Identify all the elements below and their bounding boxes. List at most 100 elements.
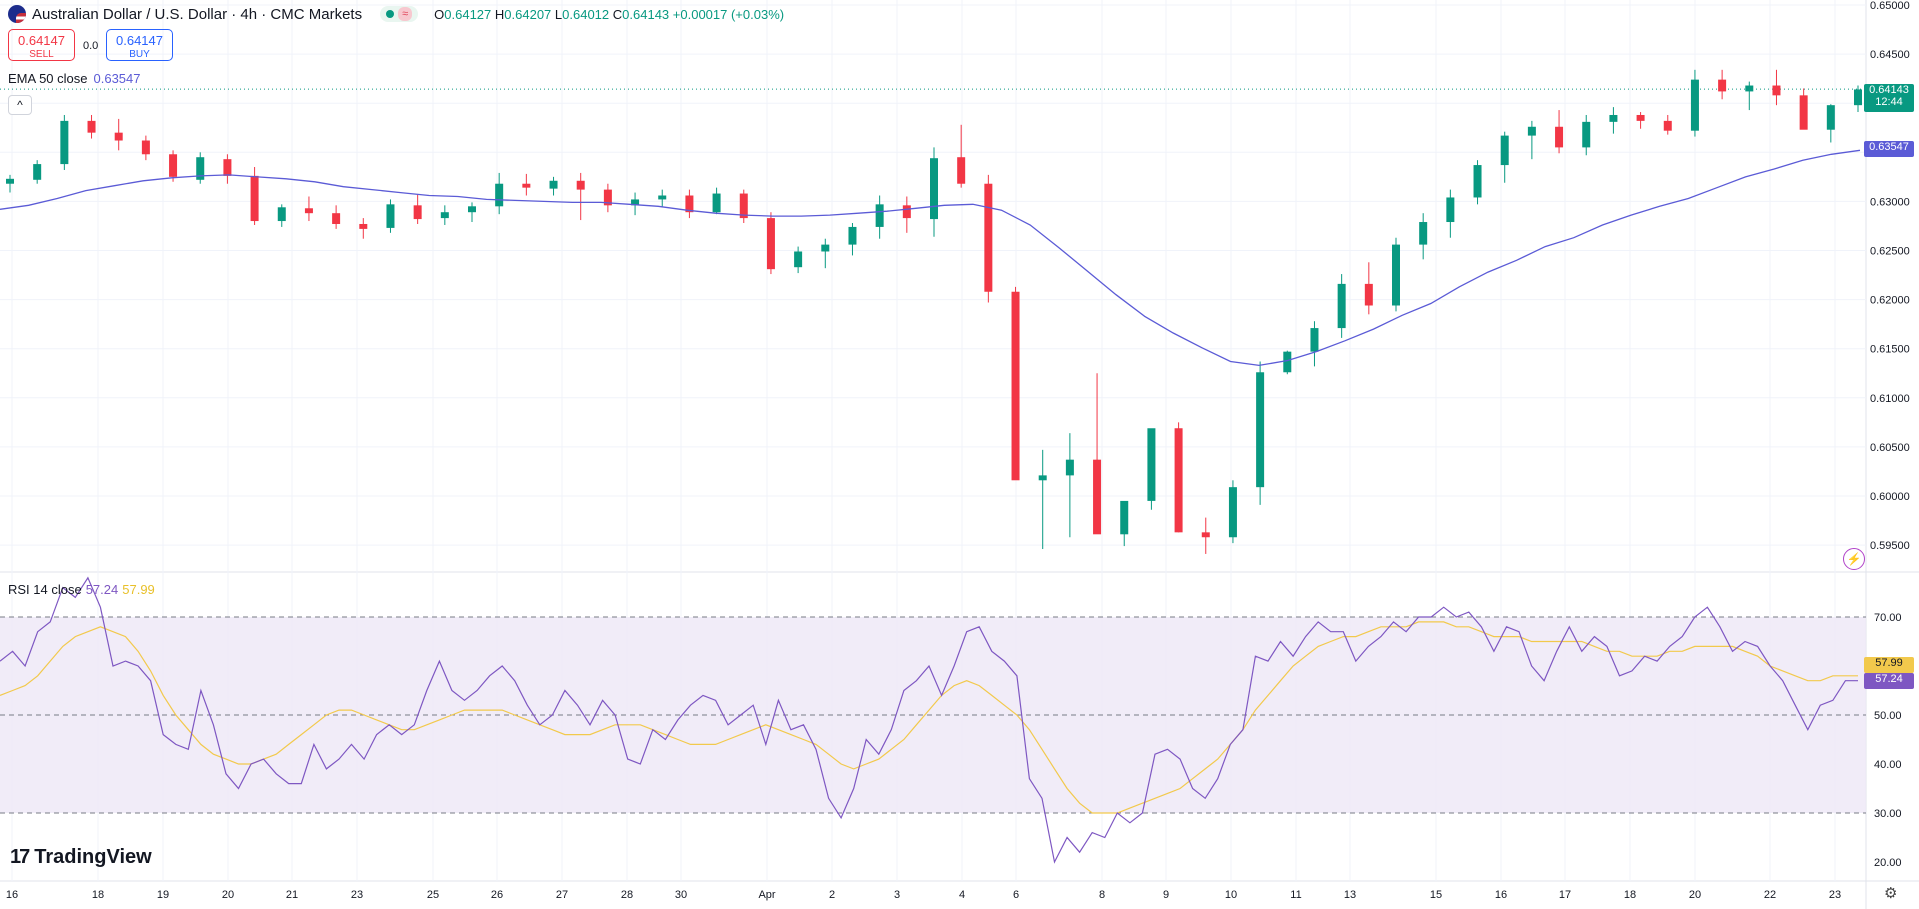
rsi-line [0,576,1858,864]
candle-body [1527,126,1536,136]
buy-button[interactable]: 0.64147 BUY [106,29,173,61]
ema-legend-label: EMA 50 close [8,71,88,86]
time-tick-label: 2 [829,889,835,901]
rsi-ma-tag: 57.99 [1864,657,1914,673]
candle-body [304,208,313,214]
candle-body [386,204,395,228]
rsi-tick-label: 70.00 [1874,612,1902,624]
time-tick-label: 27 [556,889,568,901]
time-tick-label: 15 [1430,889,1442,901]
time-tick-label: 20 [222,889,234,901]
rsi-tick-label: 50.00 [1874,710,1902,722]
market-open-dot-icon [386,10,395,18]
candle-body [468,206,476,213]
candles-group [6,69,1862,554]
candle-body [957,157,966,184]
rsi-band [0,617,1866,813]
candle-body [60,120,69,165]
candle-body [277,207,286,222]
time-tick-label: 6 [1013,889,1019,901]
candle-body [712,193,721,213]
rsi-tick-label: 30.00 [1874,808,1902,820]
rsi-ma-line [0,621,1858,814]
flag-icon [8,5,26,23]
buy-price: 0.64147 [116,33,163,48]
sell-label: SELL [29,49,54,60]
candle-body [685,195,694,213]
time-tick-label: 23 [1829,889,1841,901]
candle-body [875,204,884,227]
time-tick-label: Apr [758,889,775,901]
last-price-tag: 0.64143 12:44 [1864,84,1914,112]
candle-body [1201,532,1210,538]
ema-legend[interactable]: EMA 50 close 0.63547 [8,71,141,86]
candle-body [196,157,205,180]
candle-body [250,175,259,222]
symbol-header[interactable]: Australian Dollar / U.S. Dollar · 4h · C… [8,4,784,24]
bolt-icon[interactable]: ⚡ [1843,548,1865,570]
candle-body [413,205,422,220]
tradingview-logo-icon: 17 [10,846,30,868]
candle-body [1745,85,1754,92]
candle-body [1854,89,1862,106]
time-tick-label: 13 [1344,889,1356,901]
candle-body [658,195,667,200]
time-tick-label: 23 [351,889,363,901]
time-tick-label: 20 [1689,889,1701,901]
candle-body [930,158,938,220]
ema-legend-value: 0.63547 [93,71,141,86]
candle-body [440,212,449,219]
candle-body [1636,114,1645,121]
time-tick-label: 25 [427,889,439,901]
candle-body [1799,95,1808,130]
candle-body [1582,121,1591,148]
rsi-legend[interactable]: RSI 14 close 57.24 57.99 [8,582,155,597]
candle-body [332,213,341,224]
last-price-value: 0.64143 [1869,84,1909,96]
spread-value: 0.0 [83,40,99,52]
candle-body [1500,135,1509,166]
candle-body [1093,459,1102,535]
change-value: +0.00017 (+0.03%) [672,6,785,22]
candle-body [33,164,42,180]
candle-body [223,159,232,176]
candle-body [1337,283,1346,329]
candle-body [549,180,558,189]
candle-body [1609,114,1618,122]
market-status-pill[interactable]: ≈ [380,6,419,22]
time-tick-label: 26 [491,889,503,901]
price-tick-label: 0.65000 [1870,0,1910,12]
symbol-title[interactable]: Australian Dollar / U.S. Dollar · 4h · C… [32,5,363,23]
tradingview-logo-text: TradingView [34,846,152,868]
candle-body [1120,500,1129,535]
price-tick-label: 0.60500 [1870,442,1910,454]
time-tick-label: 18 [92,889,104,901]
rsi-ma-legend-value: 57.99 [122,582,155,597]
time-tick-label: 19 [157,889,169,901]
candle-body [1663,120,1672,131]
candle-body [1473,165,1482,198]
price-tick-label: 0.64500 [1870,49,1910,61]
candle-body [1256,372,1265,488]
time-tick-label: 18 [1624,889,1636,901]
candle-body [114,132,123,141]
candle-body [1826,105,1835,130]
candle-body [1419,222,1428,245]
tradingview-logo[interactable]: 17 TradingView [10,846,152,869]
price-tick-label: 0.60000 [1870,491,1910,503]
buy-label: BUY [129,49,150,60]
collapse-legend-button[interactable]: ^ [8,95,32,115]
price-tick-label: 0.63000 [1870,196,1910,208]
candle-body [1690,79,1699,131]
candle-body [1283,351,1292,373]
settings-icon[interactable]: ⚙ [1884,885,1898,902]
time-tick-label: 9 [1163,889,1169,901]
sell-button[interactable]: 0.64147 SELL [8,29,75,61]
rsi-legend-value: 57.24 [85,582,119,597]
time-tick-label: 11 [1290,889,1301,901]
ohlc-readout: O0.64127 H0.64207 L0.64012 C0.64143 +0.0… [434,6,785,22]
candle-body [576,180,585,190]
candle-body [1011,291,1020,481]
